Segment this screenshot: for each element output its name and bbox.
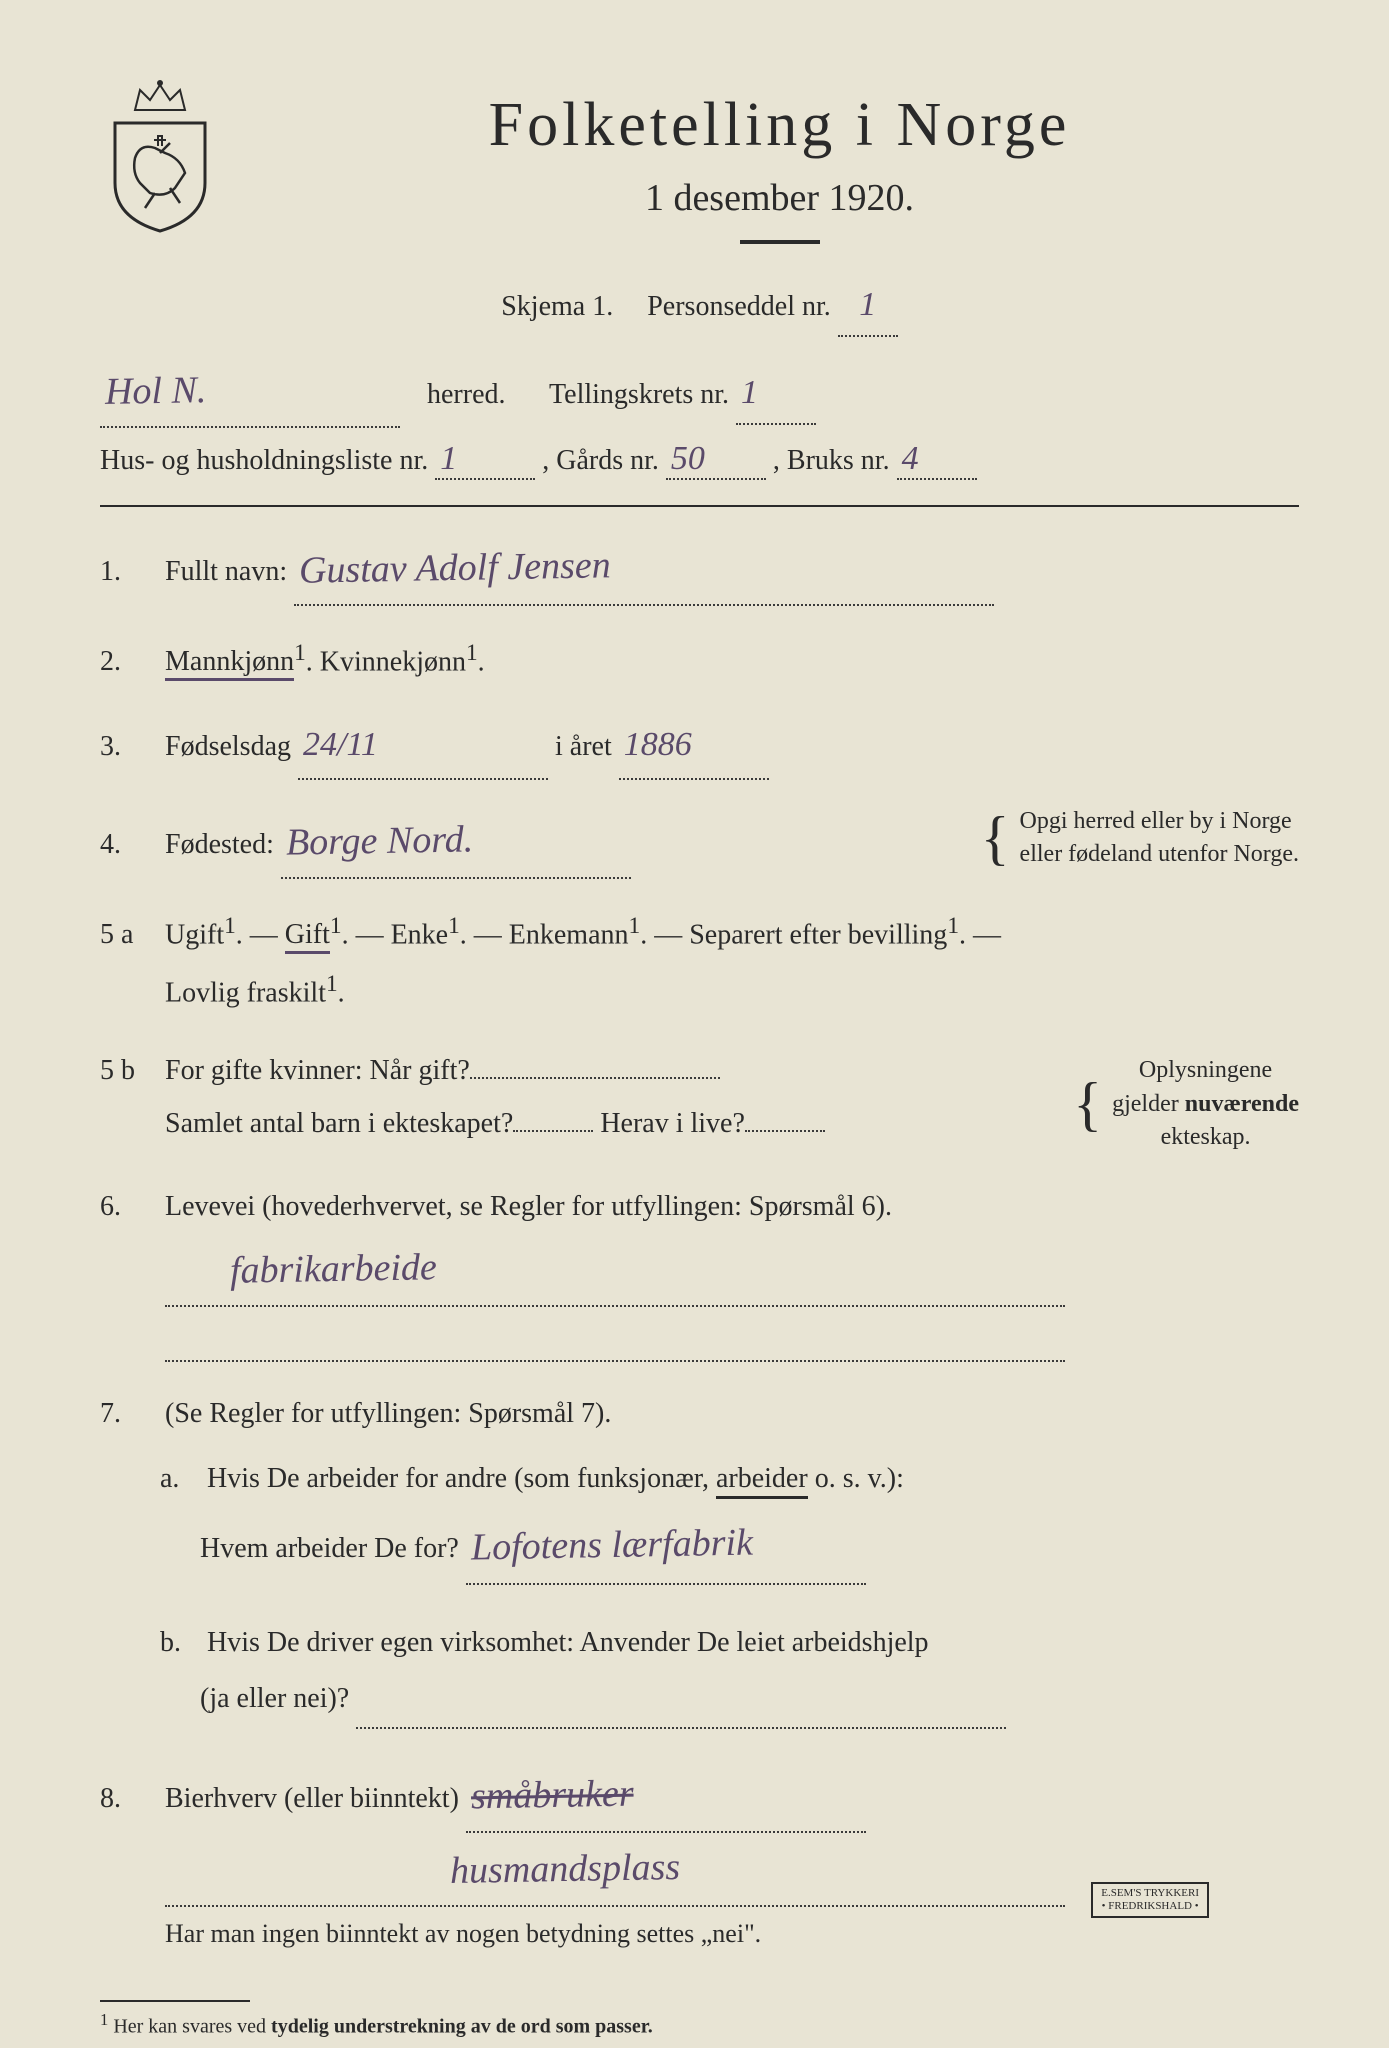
q3-num: 3. — [100, 731, 145, 763]
q5a-ugift: Ugift — [165, 919, 224, 950]
herred-line: Hol N. herred. Tellingskrets nr. 1 — [100, 357, 1299, 427]
herred-label: herred. — [427, 379, 506, 410]
q7-num: 7. — [100, 1398, 145, 1430]
personseddel-label: Personseddel nr. — [647, 291, 831, 322]
q5a-fraskilt: Lovlig fraskilt — [165, 977, 326, 1008]
hus-value: 1 — [440, 440, 457, 478]
q7b-label2: (ja eller nei)? — [200, 1683, 349, 1714]
q7a-value: Lofotens lærfabrik — [470, 1504, 753, 1585]
q7b-row: b. Hvis De driver egen virksomhet: Anven… — [160, 1615, 1299, 1729]
q1-label: Fullt navn: — [165, 556, 287, 587]
gards-value: 50 — [671, 440, 705, 478]
household-line: Hus- og husholdningsliste nr. 1 , Gårds … — [100, 440, 1299, 480]
schema-label: Skjema 1. — [501, 291, 613, 322]
tellingskrets-label: Tellingskrets nr. — [549, 379, 729, 410]
main-title: Folketelling i Norge — [260, 90, 1299, 161]
q6-label: Levevei (hovederhvervet, se Regler for u… — [165, 1191, 892, 1222]
q5b-note3: ekteskap. — [1161, 1124, 1251, 1150]
q7-label: (Se Regler for utfyllingen: Spørsmål 7). — [165, 1398, 611, 1429]
q2-sup2: 1 — [466, 640, 478, 666]
q7a-label2: Hvem arbeider De for? — [200, 1533, 459, 1564]
q4-value: Borge Nord. — [285, 803, 473, 878]
q4-note2: eller fødeland utenfor Norge. — [1020, 841, 1299, 867]
q7a-row: a. Hvis De arbeider for andre (som funks… — [160, 1451, 1299, 1585]
q2-mann: Mannkjønn — [165, 646, 294, 681]
stamp-line1: E.SEM'S TRYKKERI — [1101, 1887, 1199, 1900]
herred-name: Hol N. — [104, 356, 207, 426]
footnote: 1 Her kan svares ved tydelig understrekn… — [100, 2010, 1299, 2039]
footnote-bold: tydelig understrekning av de ord som pas… — [271, 2016, 653, 2038]
personseddel-value: 1 — [859, 274, 876, 335]
q8-note: Har man ingen biinntekt av nogen betydni… — [165, 1919, 761, 1948]
q2-kvinne: Kvinnekjønn — [320, 646, 466, 677]
q3-year-label: i året — [555, 731, 612, 762]
q5a-enke: Enke — [391, 919, 449, 950]
tellingskrets-value: 1 — [741, 362, 758, 423]
q4-note-brace: { Opgi herred eller by i Norge eller fød… — [981, 805, 1299, 872]
q5b-note1: Oplysningene — [1139, 1057, 1272, 1083]
bruks-label: , Bruks nr. — [773, 445, 890, 476]
hus-label: Hus- og husholdningsliste nr. — [100, 445, 428, 476]
q8-num: 8. — [100, 1783, 145, 1815]
q5b-row: 5 b { Oplysningene gjelder nuværende ekt… — [100, 1044, 1299, 1155]
q7a-label1b: arbeider — [716, 1463, 808, 1499]
q2-sup1: 1 — [294, 640, 306, 666]
coat-of-arms-icon — [100, 80, 220, 240]
title-rule — [740, 240, 820, 244]
q5b-label1: For gifte kvinner: Når gift? — [165, 1055, 470, 1086]
q8-row: 8. Bierhverv (eller biinntekt) småbruker… — [100, 1759, 1299, 1961]
q6-value: fabrikarbeide — [229, 1231, 437, 1307]
footnote-text: Her kan svares ved — [113, 2016, 266, 2038]
q1-num: 1. — [100, 556, 145, 588]
q4-num: 4. — [100, 829, 145, 861]
bruks-value: 4 — [902, 440, 919, 478]
q5a-num: 5 a — [100, 919, 145, 951]
q5b-num: 5 b — [100, 1055, 145, 1087]
q6-num: 6. — [100, 1191, 145, 1223]
printer-stamp: E.SEM'S TRYKKERI • FREDRIKSHALD • — [1091, 1882, 1209, 1918]
q5a-separert: Separert efter bevilling — [689, 919, 947, 950]
subtitle-date: 1 desember 1920. — [260, 176, 1299, 220]
q3-day: 24/11 — [303, 713, 378, 778]
q5b-label3: Herav i live? — [600, 1108, 745, 1139]
census-form-page: Folketelling i Norge 1 desember 1920. Sk… — [100, 80, 1299, 1988]
footnote-sup: 1 — [100, 2010, 108, 2029]
q7a-num: a. — [160, 1451, 200, 1507]
q3-year: 1886 — [624, 713, 692, 778]
schema-line: Skjema 1. Personseddel nr. 1 — [100, 274, 1299, 337]
q7a-label1c: o. s. v.): — [815, 1463, 904, 1494]
q2-row: 2. Mannkjønn1. Kvinnekjønn1. — [100, 631, 1299, 689]
q5a-row: 5 a Ugift1. — Gift1. — Enke1. — Enkemann… — [100, 904, 1299, 1019]
title-block: Folketelling i Norge 1 desember 1920. — [260, 80, 1299, 244]
q7b-num: b. — [160, 1615, 200, 1671]
q7b-label1: Hvis De driver egen virksomhet: Anvender… — [207, 1627, 929, 1658]
q4-note1: Opgi herred eller by i Norge — [1020, 808, 1292, 834]
q3-label: Fødselsdag — [165, 731, 291, 762]
q5a-gift: Gift — [285, 919, 330, 954]
q5a-enkemann: Enkemann — [509, 919, 629, 950]
q4-row: 4. Fødested: Borge Nord. { Opgi herred e… — [100, 805, 1299, 879]
q7a-label1: Hvis De arbeider for andre (som funksjon… — [207, 1463, 709, 1494]
gards-label: , Gårds nr. — [542, 445, 659, 476]
footnote-rule — [100, 2000, 250, 2002]
q3-row: 3. Fødselsdag 24/11 i året 1886 — [100, 713, 1299, 780]
q8-struck: småbruker — [470, 1757, 634, 1832]
q5b-note2b: nuværende — [1185, 1091, 1299, 1117]
q7-row: 7. (Se Regler for utfyllingen: Spørsmål … — [100, 1387, 1299, 1440]
q2-num: 2. — [100, 646, 145, 678]
q6-row: 6. Levevei (hovederhvervet, se Regler fo… — [100, 1180, 1299, 1363]
q4-label: Fødested: — [165, 829, 274, 860]
divider-1 — [100, 505, 1299, 507]
header: Folketelling i Norge 1 desember 1920. — [100, 80, 1299, 244]
q1-row: 1. Fullt navn: Gustav Adolf Jensen — [100, 532, 1299, 606]
q8-label: Bierhverv (eller biinntekt) — [165, 1783, 459, 1814]
q5b-label2: Samlet antal barn i ekteskapet? — [165, 1108, 513, 1139]
q5b-note-brace: { Oplysningene gjelder nuværende ekteska… — [1073, 1054, 1299, 1155]
q1-value: Gustav Adolf Jensen — [299, 529, 612, 607]
q5b-note2: gjelder — [1112, 1091, 1179, 1117]
stamp-line2: • FREDRIKSHALD • — [1101, 1900, 1199, 1913]
q8-value: husmandsplass — [449, 1831, 680, 1907]
